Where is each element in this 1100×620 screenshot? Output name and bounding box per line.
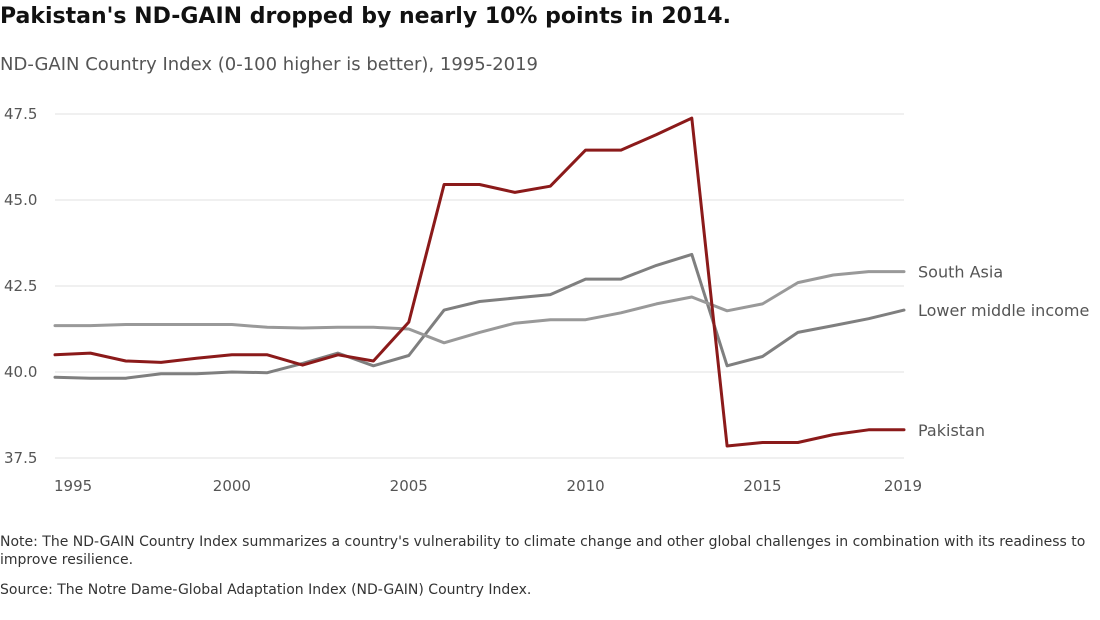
series-label-south-asia: South Asia [918,263,1003,282]
y-tick-label: 47.5 [4,105,37,123]
line-chart: 37.5 40.0 42.5 45.0 47.5 1995 2000 2005 2010 201… [4,105,1089,495]
x-tick-label: 2000 [213,477,251,495]
series-line-south-asia [53,270,906,345]
y-tick-label: 42.5 [4,277,37,295]
x-tick-label: 2019 [884,477,922,495]
x-tick-label: 2005 [390,477,428,495]
y-tick-label: 37.5 [4,449,37,467]
x-axis: 1995 2000 2005 2010 2015 2019 [54,477,922,495]
y-axis: 37.5 40.0 42.5 45.0 47.5 [4,105,37,467]
chart-source: Source: The Notre Dame-Global Adaptation… [0,582,532,598]
chart-subtitle: ND-GAIN Country Index (0-100 higher is b… [0,54,538,75]
y-tick-label: 40.0 [4,363,37,381]
series-line-lower-middle-income [53,252,906,380]
series-labels: Lower middle income South Asia Pakistan [918,263,1089,440]
series-lines [53,116,906,448]
gridlines [55,113,904,459]
x-tick-label: 2010 [567,477,605,495]
series-label-pakistan: Pakistan [918,421,985,440]
chart-note: Note: The ND-GAIN Country Index summariz… [0,534,1086,568]
chart-title: Pakistan's ND-GAIN dropped by nearly 10%… [0,4,731,29]
y-tick-label: 45.0 [4,191,37,209]
series-label-lower-middle-income: Lower middle income [918,301,1089,320]
x-tick-label: 1995 [54,477,92,495]
x-tick-label: 2015 [743,477,781,495]
series-line-pakistan [53,116,906,448]
